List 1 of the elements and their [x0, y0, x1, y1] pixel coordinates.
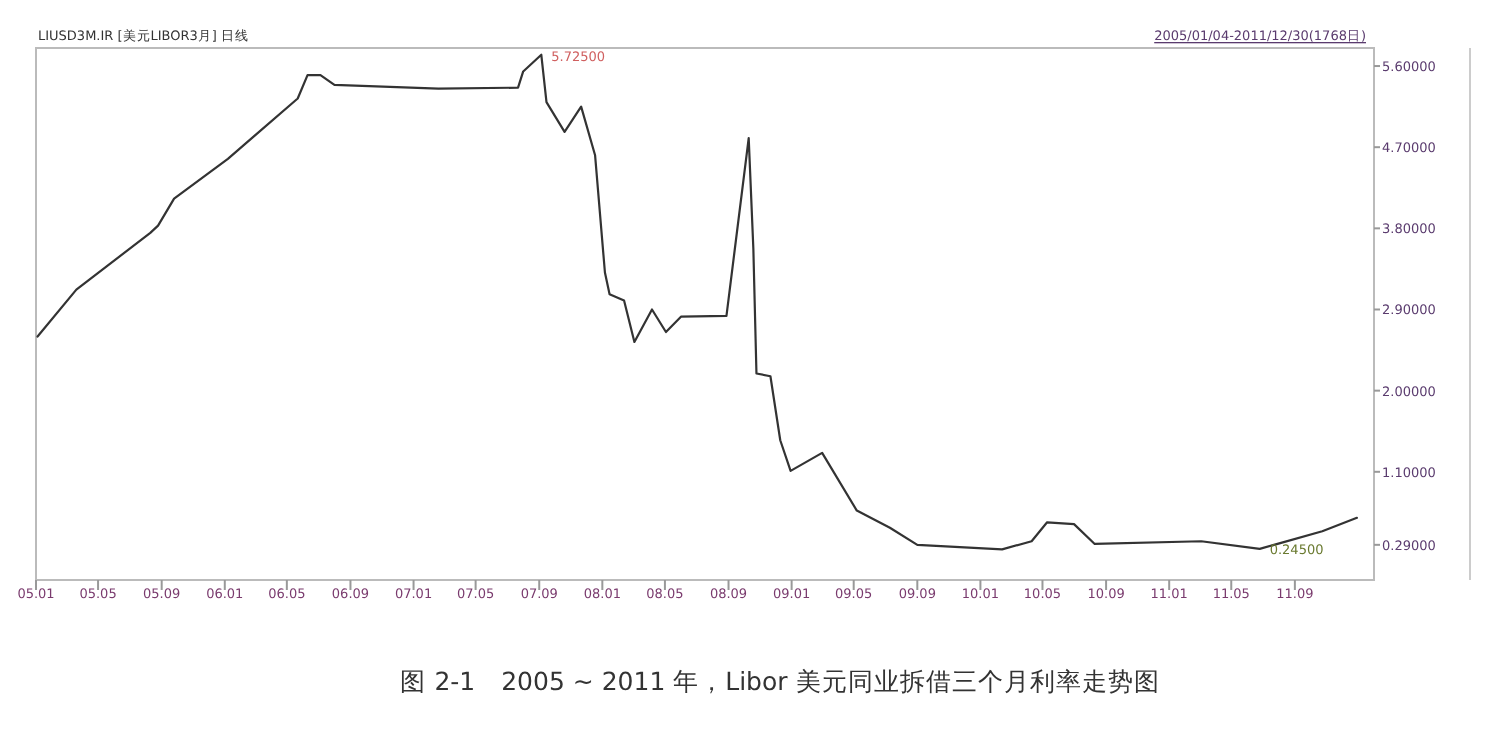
- text: 图 2-1 2005 ~ 2011 年，Libor 美元同业拆借三个月利率走势图: [400, 666, 1160, 696]
